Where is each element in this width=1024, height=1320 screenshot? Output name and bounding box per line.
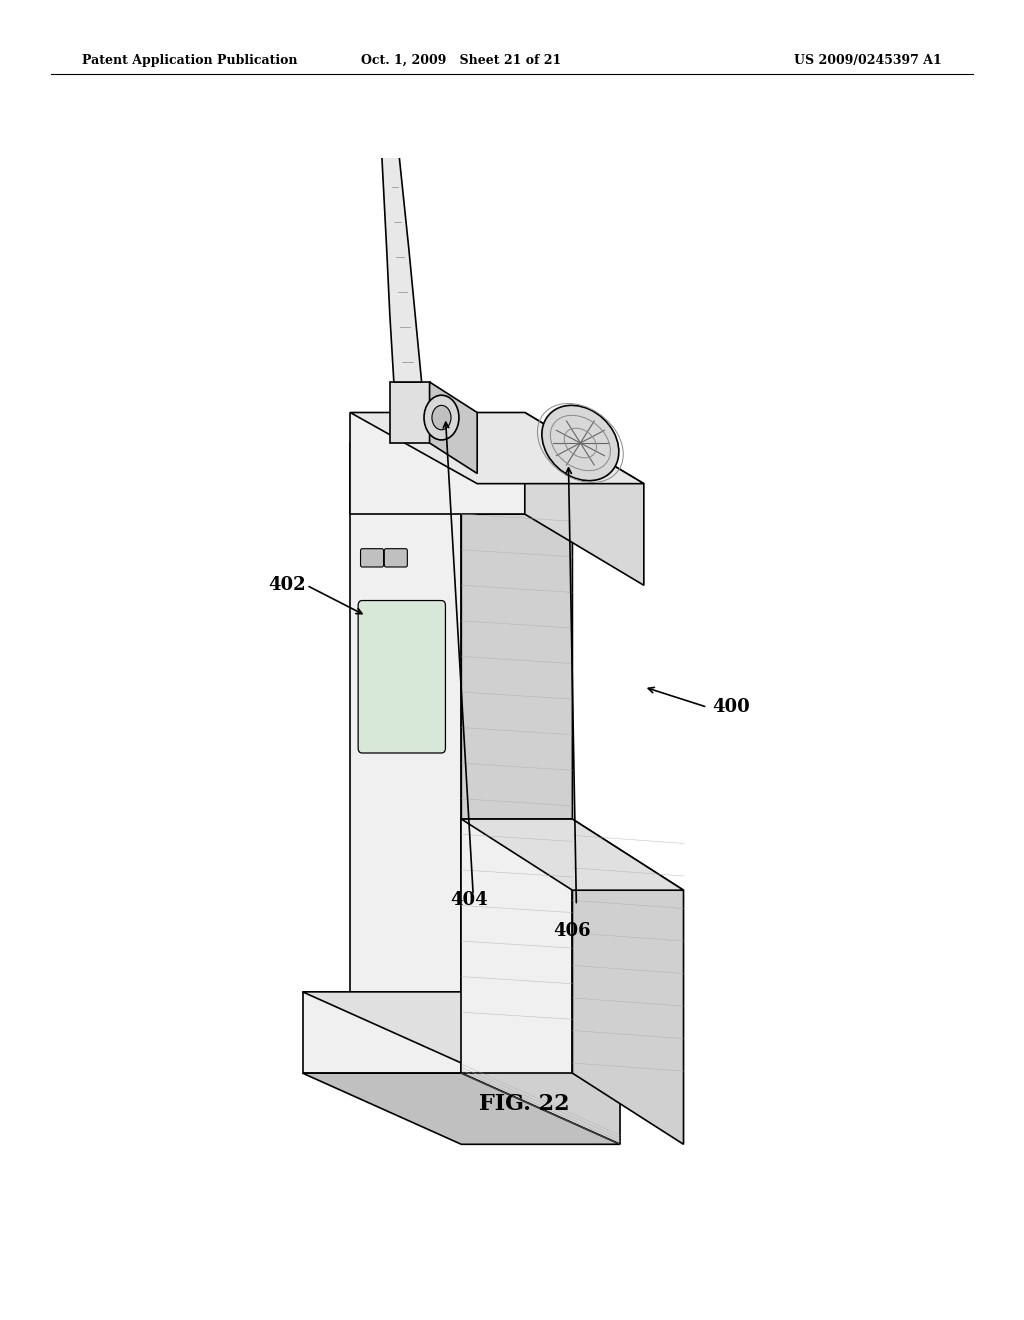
Polygon shape bbox=[303, 1073, 620, 1144]
Text: Oct. 1, 2009   Sheet 21 of 21: Oct. 1, 2009 Sheet 21 of 21 bbox=[360, 54, 561, 67]
Polygon shape bbox=[572, 818, 684, 1144]
Polygon shape bbox=[390, 381, 430, 444]
Text: Patent Application Publication: Patent Application Publication bbox=[82, 54, 297, 67]
Polygon shape bbox=[380, 92, 422, 381]
Polygon shape bbox=[303, 991, 461, 1073]
Text: 402: 402 bbox=[268, 577, 305, 594]
Polygon shape bbox=[461, 991, 620, 1144]
Polygon shape bbox=[350, 444, 572, 515]
Text: 400: 400 bbox=[713, 698, 750, 717]
Text: 404: 404 bbox=[451, 891, 488, 909]
FancyBboxPatch shape bbox=[384, 549, 408, 568]
Circle shape bbox=[432, 405, 451, 430]
Polygon shape bbox=[430, 381, 477, 474]
Polygon shape bbox=[350, 412, 644, 483]
Circle shape bbox=[373, 63, 401, 100]
Text: 406: 406 bbox=[554, 921, 591, 940]
Text: FIG. 22: FIG. 22 bbox=[479, 1093, 570, 1114]
FancyBboxPatch shape bbox=[360, 549, 384, 568]
Polygon shape bbox=[524, 412, 644, 585]
Circle shape bbox=[424, 395, 459, 440]
Polygon shape bbox=[461, 444, 572, 1093]
Ellipse shape bbox=[542, 405, 618, 480]
Text: US 2009/0245397 A1: US 2009/0245397 A1 bbox=[795, 54, 942, 67]
Polygon shape bbox=[350, 412, 524, 515]
Polygon shape bbox=[350, 444, 461, 1022]
Polygon shape bbox=[461, 818, 684, 890]
Polygon shape bbox=[461, 818, 572, 1073]
Polygon shape bbox=[303, 991, 620, 1063]
FancyBboxPatch shape bbox=[358, 601, 445, 752]
